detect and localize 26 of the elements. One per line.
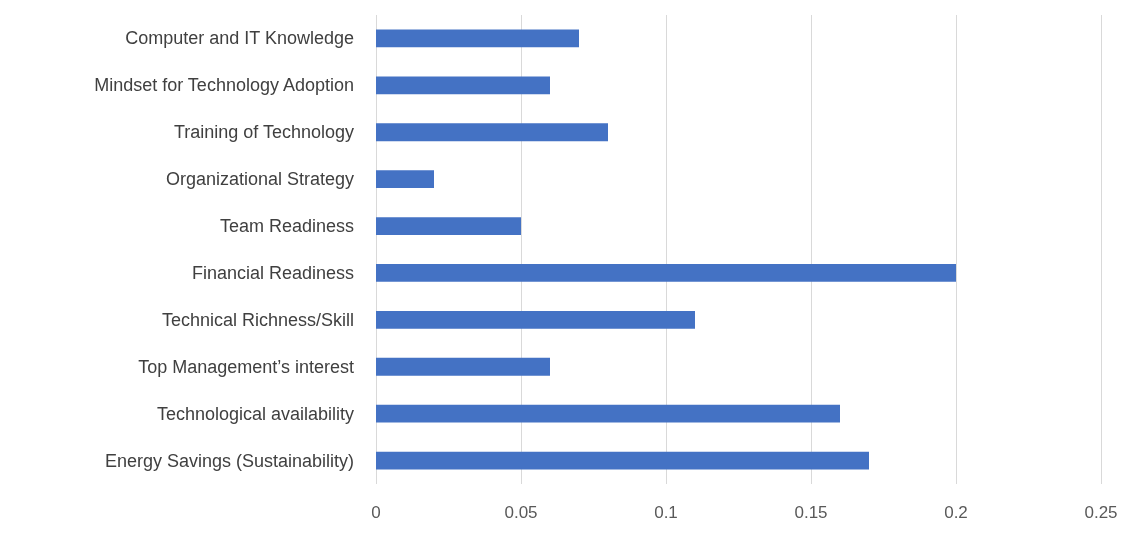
bar	[376, 170, 434, 189]
y-tick-label: Mindset for Technology Adoption	[94, 75, 354, 96]
bar	[376, 310, 695, 329]
bar	[376, 29, 579, 48]
x-tick-label: 0.15	[794, 503, 828, 522]
bar	[376, 217, 521, 235]
bar	[376, 264, 956, 282]
x-tick-label: 0.05	[504, 503, 538, 522]
y-tick-label: Computer and IT Knowledge	[125, 28, 354, 49]
y-tick-label: Training of Technology	[173, 122, 354, 143]
y-tick-label: Technical Richness/Skill	[161, 309, 354, 330]
x-tick-label: 0	[371, 503, 381, 522]
x-tick-label: 0.1	[654, 503, 678, 522]
y-tick-label: Technological availability	[156, 403, 354, 424]
bar	[376, 451, 869, 470]
x-tick-label: 0.25	[1084, 503, 1118, 522]
y-tick-label: Organizational Strategy	[165, 169, 354, 190]
bar	[376, 404, 840, 423]
bar	[376, 357, 550, 376]
y-tick-label: Financial Readiness	[191, 262, 354, 283]
y-tick-label: Energy Savings (Sustainability)	[104, 450, 354, 471]
bar	[376, 123, 608, 142]
y-tick-label: Team Readiness	[219, 216, 354, 237]
bar	[376, 76, 550, 95]
x-tick-label: 0.2	[944, 503, 968, 522]
y-tick-label: Top Management’s interest	[138, 356, 354, 377]
